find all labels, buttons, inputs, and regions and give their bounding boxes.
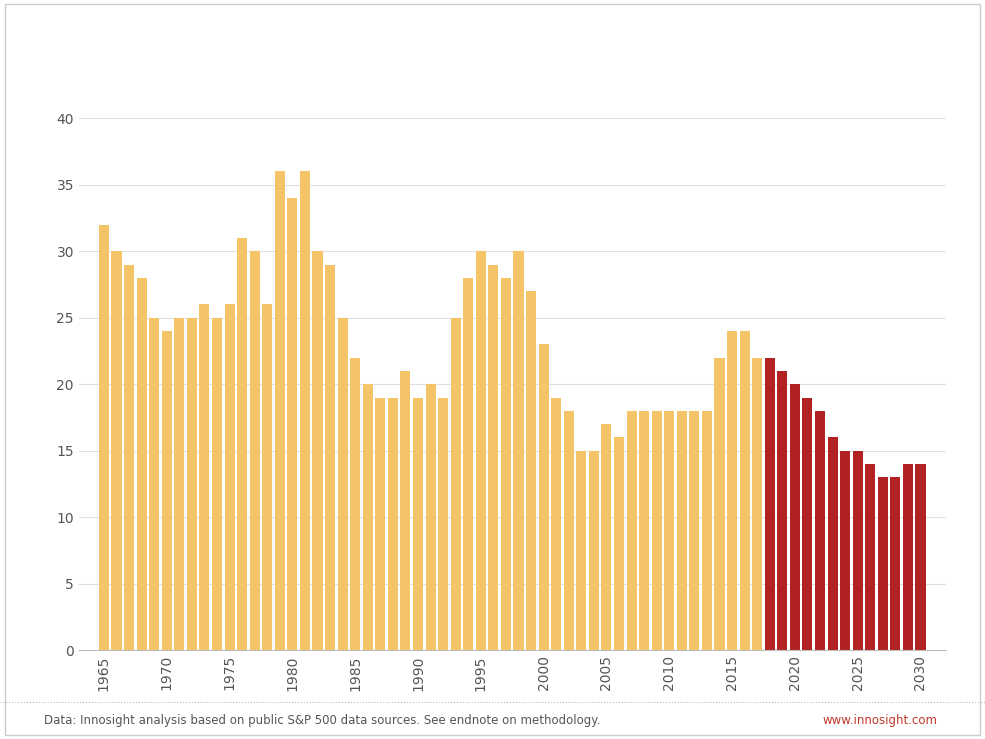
Text: Chart 1: Average Company Lifespan on S&P 500 Index: Chart 1: Average Company Lifespan on S&P… <box>44 25 700 45</box>
Bar <box>790 384 800 650</box>
Bar <box>338 318 348 650</box>
Bar <box>815 411 825 650</box>
Bar <box>350 358 361 650</box>
Bar <box>563 411 573 650</box>
Text: Data: Innosight analysis based on public S&P 500 data sources. See endnote on me: Data: Innosight analysis based on public… <box>44 714 601 727</box>
Bar <box>777 371 787 650</box>
Bar <box>413 398 423 650</box>
Bar <box>513 251 523 650</box>
Bar <box>375 398 385 650</box>
Bar <box>174 318 184 650</box>
Bar <box>476 251 486 650</box>
Bar <box>262 304 272 650</box>
Bar <box>249 251 260 650</box>
Bar <box>199 304 210 650</box>
Bar <box>652 411 662 650</box>
Bar <box>915 464 926 650</box>
Bar <box>903 464 913 650</box>
Bar <box>626 411 636 650</box>
Bar <box>690 411 699 650</box>
Bar <box>137 278 147 650</box>
Bar <box>489 265 498 650</box>
Bar <box>362 384 372 650</box>
Bar <box>539 344 549 650</box>
Bar <box>878 477 887 650</box>
Bar <box>890 477 900 650</box>
Bar <box>853 451 863 650</box>
Bar <box>149 318 160 650</box>
Bar <box>312 251 322 650</box>
Bar <box>702 411 712 650</box>
Bar <box>451 318 461 650</box>
Bar <box>803 398 813 650</box>
Text: www.innosight.com: www.innosight.com <box>822 714 938 727</box>
Bar <box>288 198 297 650</box>
Bar <box>187 318 197 650</box>
Bar <box>589 451 599 650</box>
Bar <box>400 371 411 650</box>
Bar <box>740 331 750 650</box>
Bar <box>124 265 134 650</box>
Bar <box>438 398 448 650</box>
Bar <box>212 318 222 650</box>
Bar <box>827 437 837 650</box>
Bar <box>388 398 398 650</box>
Bar <box>98 225 109 650</box>
Bar <box>639 411 649 650</box>
Bar <box>865 464 876 650</box>
Bar <box>237 238 247 650</box>
Bar <box>677 411 687 650</box>
Bar <box>664 411 675 650</box>
Bar <box>840 451 850 650</box>
Bar <box>526 291 536 650</box>
Bar <box>714 358 725 650</box>
Bar <box>764 358 775 650</box>
Bar <box>225 304 234 650</box>
Bar <box>275 171 285 650</box>
Text: Years, rolling 7-year average: Years, rolling 7-year average <box>44 69 282 86</box>
Bar <box>576 451 586 650</box>
Bar <box>614 437 624 650</box>
Bar <box>753 358 762 650</box>
Bar <box>111 251 121 650</box>
Bar <box>552 398 561 650</box>
Bar <box>299 171 310 650</box>
Bar <box>463 278 473 650</box>
Bar <box>727 331 737 650</box>
Bar <box>602 424 612 650</box>
Bar <box>325 265 335 650</box>
Bar <box>162 331 171 650</box>
Bar <box>426 384 435 650</box>
Bar <box>501 278 511 650</box>
